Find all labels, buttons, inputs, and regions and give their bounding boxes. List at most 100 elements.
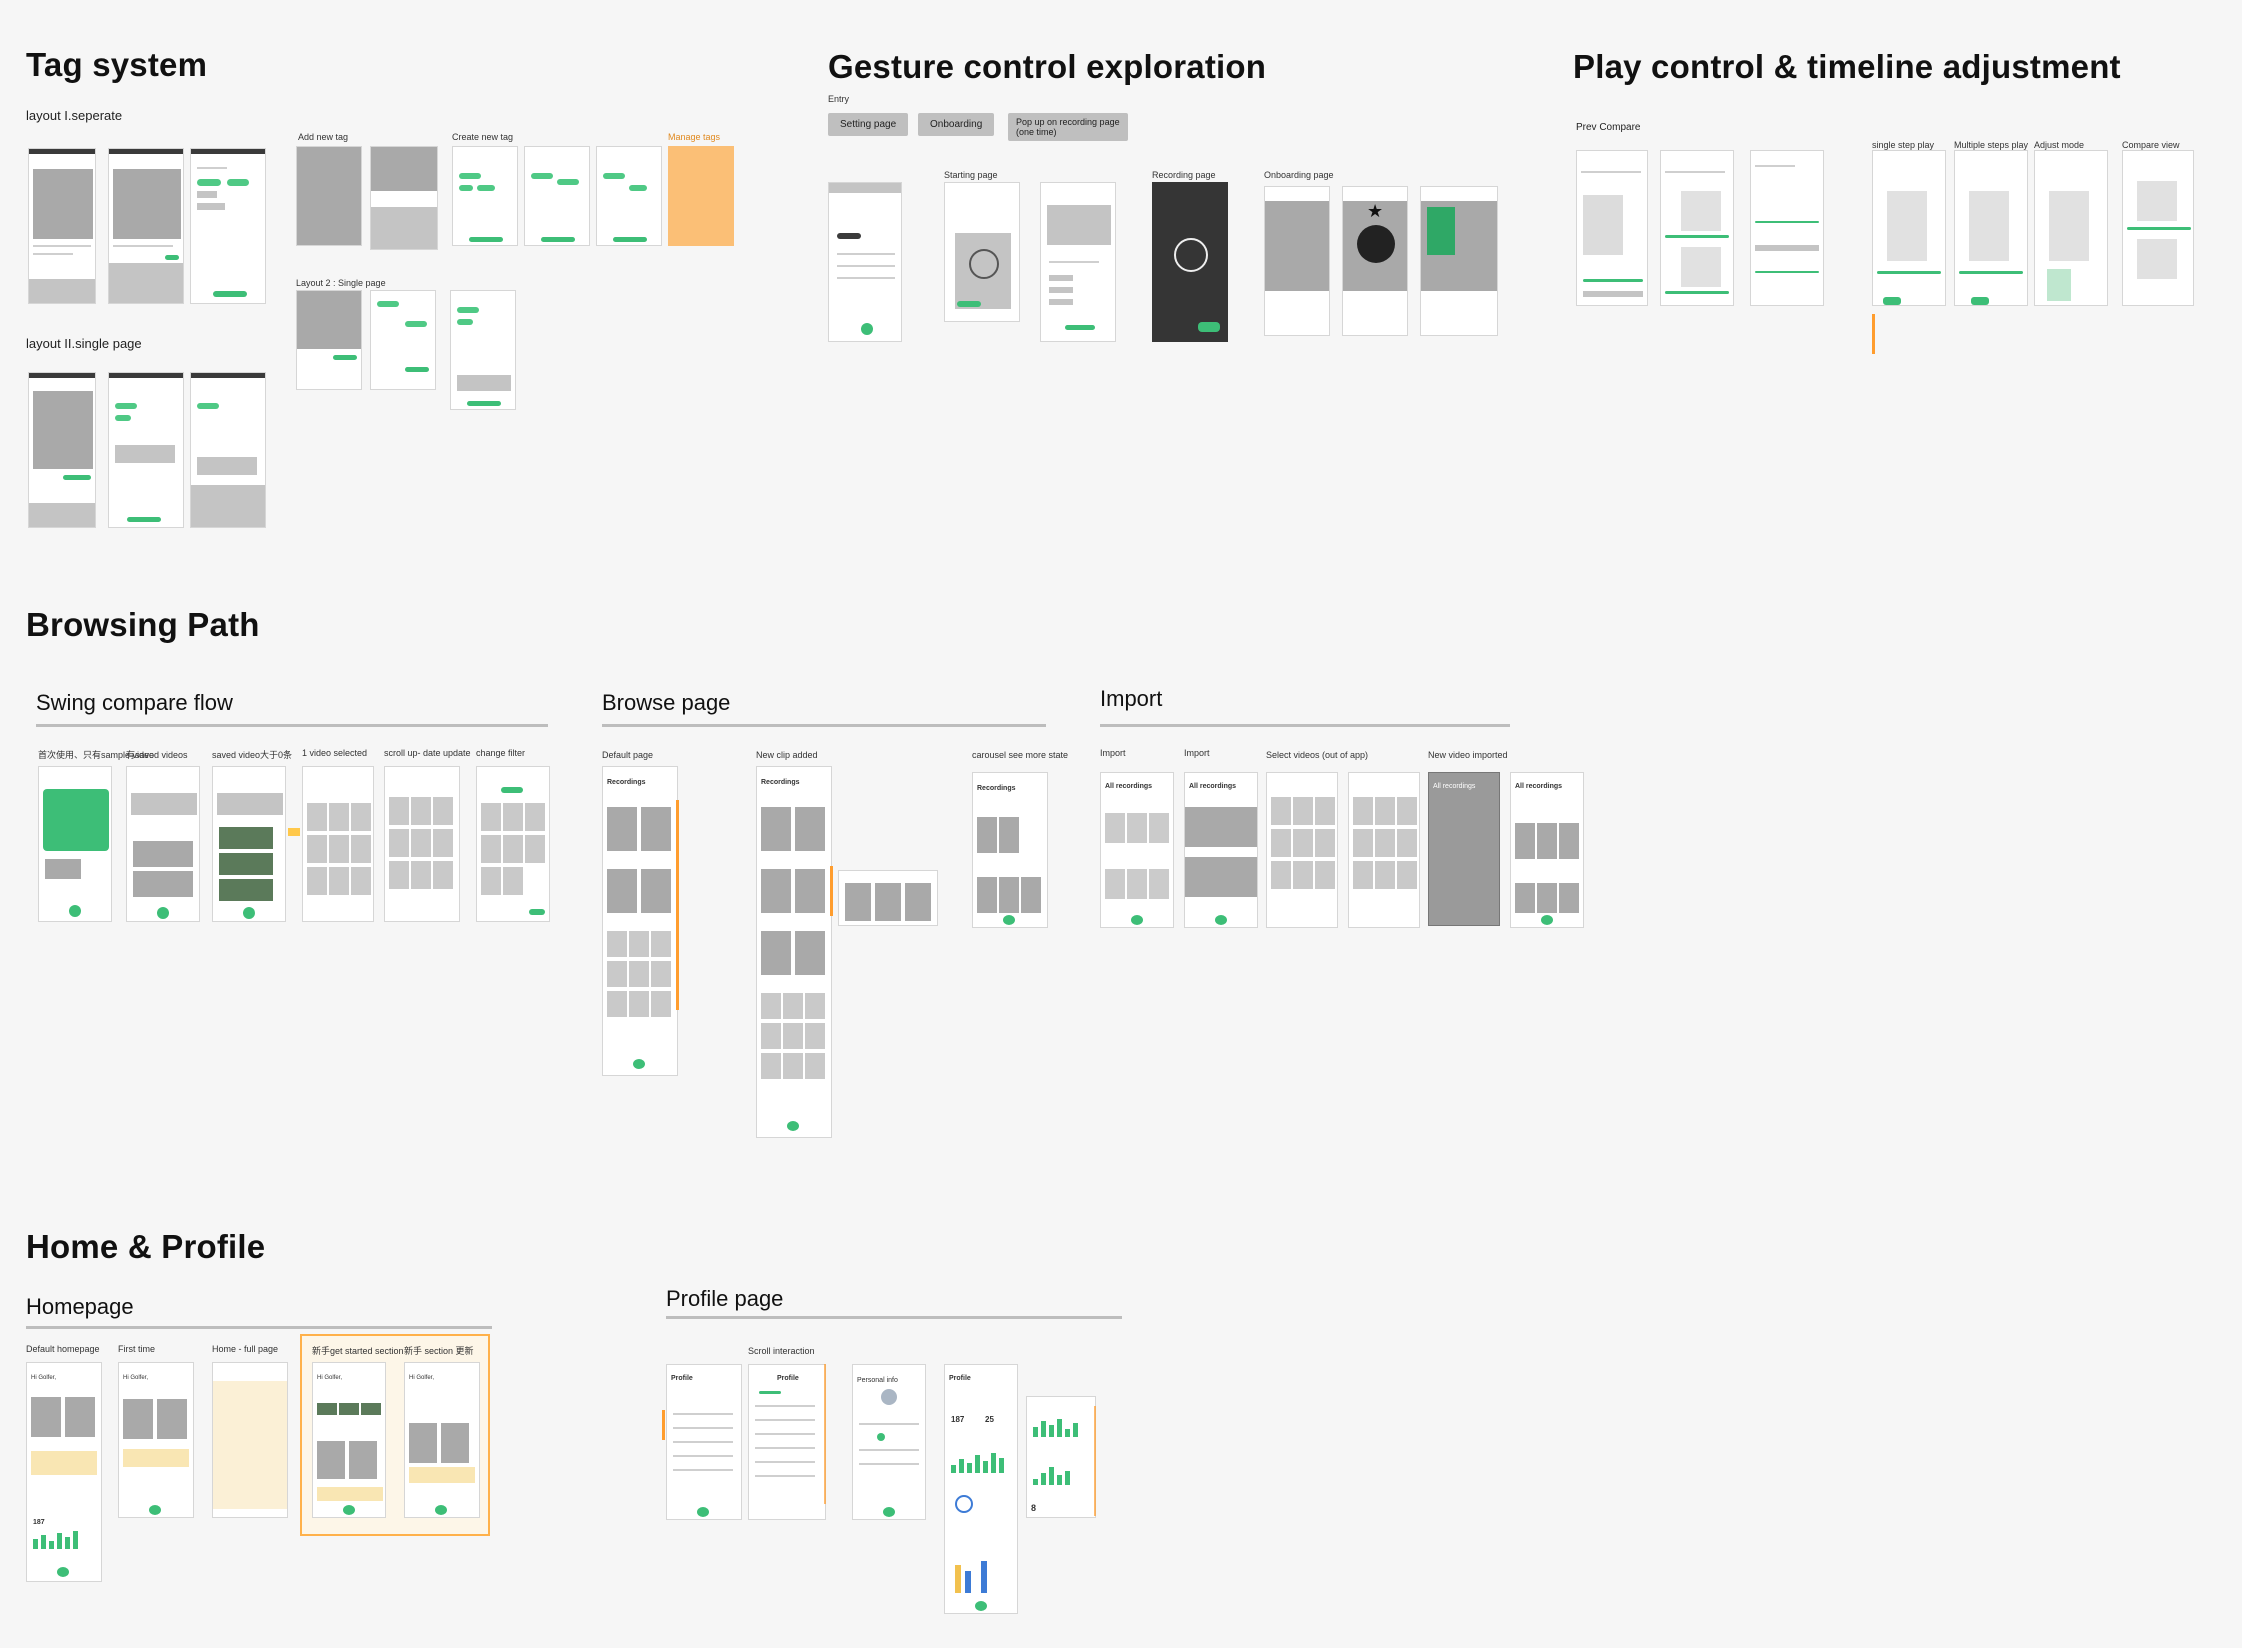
swing-frame-1: [38, 766, 112, 922]
profile-highlight-3: [1094, 1406, 1096, 1516]
profile-frame-1: Profile: [666, 1364, 742, 1520]
profile-frame-2: Profile: [748, 1364, 826, 1520]
tag-frame-2: [108, 148, 184, 304]
gesture-recording-frame: [1152, 182, 1228, 342]
browse-frame-1: Recordings: [602, 766, 678, 1076]
import-frame-4: [1348, 772, 1420, 928]
tag-frame-4: [296, 146, 362, 246]
import-frame-6: All recordings: [1510, 772, 1584, 928]
play-frame-6: [2034, 150, 2108, 306]
layout-1-label: layout I.seperate: [26, 108, 123, 123]
profile-frame-4: Profile 187 25: [944, 1364, 1018, 1614]
entry-onboarding[interactable]: Onboarding: [918, 113, 995, 136]
swing-frame-5: [384, 766, 460, 922]
entry-setting-page[interactable]: Setting page: [828, 113, 909, 136]
import-label-1: Import: [1100, 748, 1126, 758]
tag-frame-10: [108, 372, 184, 528]
homepage-rule: [26, 1326, 492, 1329]
profile-highlight-2: [824, 1364, 826, 1504]
home-full-page-label: Home - full page: [212, 1344, 279, 1354]
browse-frame-2: Recordings: [756, 766, 832, 1138]
single-step-play-label: single step play: [1872, 140, 1935, 150]
layout-2-single-label: Layout 2 : Single page: [296, 278, 386, 288]
home-frame-1: Hi Golfer, 187: [26, 1362, 102, 1582]
profile-highlight: [662, 1410, 665, 1440]
onboarding-step-1: [1264, 186, 1330, 336]
manage-tags-label: Manage tags: [668, 132, 721, 142]
multiple-steps-play-label: Multiple steps play: [1954, 140, 2029, 150]
import-frame-5: All recordings: [1428, 772, 1500, 926]
tag-frame-9: [28, 372, 96, 528]
tag-frame-6: [452, 146, 518, 246]
new-clip-added-label: New clip added: [756, 750, 818, 760]
swing-connector: [288, 828, 300, 836]
subsection-browse-page: Browse page: [602, 690, 731, 715]
gesture-setting-frame: [828, 182, 902, 342]
subsection-import: Import: [1100, 686, 1163, 711]
section-title-play-control: Play control & timeline adjustment: [1573, 48, 2121, 85]
tag-frame-14: [450, 290, 516, 410]
browse-frame-3: Recordings: [972, 772, 1048, 928]
tag-frame-3: [190, 148, 266, 304]
profile-frame-3: Personal info: [852, 1364, 926, 1520]
play-frame-1: [1576, 150, 1648, 306]
swing-frame-2: [126, 766, 200, 922]
subsection-homepage: Homepage: [26, 1294, 134, 1319]
entry-label: Entry: [828, 94, 850, 104]
swing-frame-6: [476, 766, 550, 922]
section-title-home-profile: Home & Profile: [26, 1228, 266, 1265]
saved-videos-label: 有saved videos: [126, 750, 188, 760]
tag-frame-7: [524, 146, 590, 246]
get-started-label: 新手get started section: [312, 1346, 404, 1356]
new-section-label: 新手 section 更新: [404, 1346, 474, 1356]
onboarding-step-3: [1420, 186, 1498, 336]
browse-highlight-2: [830, 866, 833, 916]
section-title-gesture: Gesture control exploration: [828, 48, 1267, 85]
layout-2-label: layout II.single page: [26, 336, 142, 351]
browse-highlight: [676, 800, 679, 1010]
select-videos-label: Select videos (out of app): [1266, 750, 1369, 760]
star-icon: ★: [1367, 201, 1384, 221]
entry-popup[interactable]: Pop up on recording page (one time): [1008, 113, 1128, 141]
ok-hand-gesture-icon: [1357, 225, 1395, 263]
home-frame-4: Hi Golfer,: [312, 1362, 386, 1518]
gesture-starting-frame: [944, 182, 1020, 322]
sample-video-label: 首次使用、只有sample video: [38, 750, 155, 760]
play-highlight-bar: [1872, 314, 1875, 354]
home-frame-5: Hi Golfer,: [404, 1362, 480, 1518]
play-frame-4: [1872, 150, 1946, 306]
saved-video-zero-label: saved video大于0条: [212, 750, 293, 760]
import-frame-2: All recordings: [1184, 772, 1258, 928]
profile-rule: [666, 1316, 1122, 1319]
onboarding-page-label: Onboarding page: [1264, 170, 1334, 180]
tag-frame-5: [370, 146, 438, 250]
import-frame-1: All recordings: [1100, 772, 1174, 928]
change-filter-label: change filter: [476, 748, 526, 758]
tag-frame-11: [190, 372, 266, 528]
starting-page-label: Starting page: [944, 170, 998, 180]
new-video-imported-label: New video imported: [1428, 750, 1508, 760]
import-frame-3: [1266, 772, 1338, 928]
browse-carousel: [838, 870, 938, 926]
video-selected-label: 1 video selected: [302, 748, 368, 758]
manage-tags-frame: [668, 146, 734, 246]
tag-frame-13: [370, 290, 436, 390]
subsection-profile: Profile page: [666, 1286, 784, 1311]
default-page-label: Default page: [602, 750, 654, 760]
import-label-2: Import: [1184, 748, 1210, 758]
carousel-see-more-label: carousel see more state: [972, 750, 1069, 760]
scroll-up-label: scroll up- date update: [384, 748, 471, 758]
tag-frame-12: [296, 290, 362, 390]
section-title-browsing-path: Browsing Path: [26, 606, 260, 643]
play-frame-7: [2122, 150, 2194, 306]
play-frame-2: [1660, 150, 1734, 306]
subsection-swing-compare: Swing compare flow: [36, 690, 233, 715]
swing-frame-4: [302, 766, 374, 922]
ok-hand-gesture-icon: [969, 249, 999, 279]
adjust-mode-label: Adjust mode: [2034, 140, 2085, 150]
prev-compare-label: Prev Compare: [1576, 122, 1641, 133]
play-frame-5: [1954, 150, 2028, 306]
scroll-interaction-label: Scroll interaction: [748, 1346, 815, 1356]
home-frame-2: Hi Golfer,: [118, 1362, 194, 1518]
tag-frame-1: [28, 148, 96, 304]
